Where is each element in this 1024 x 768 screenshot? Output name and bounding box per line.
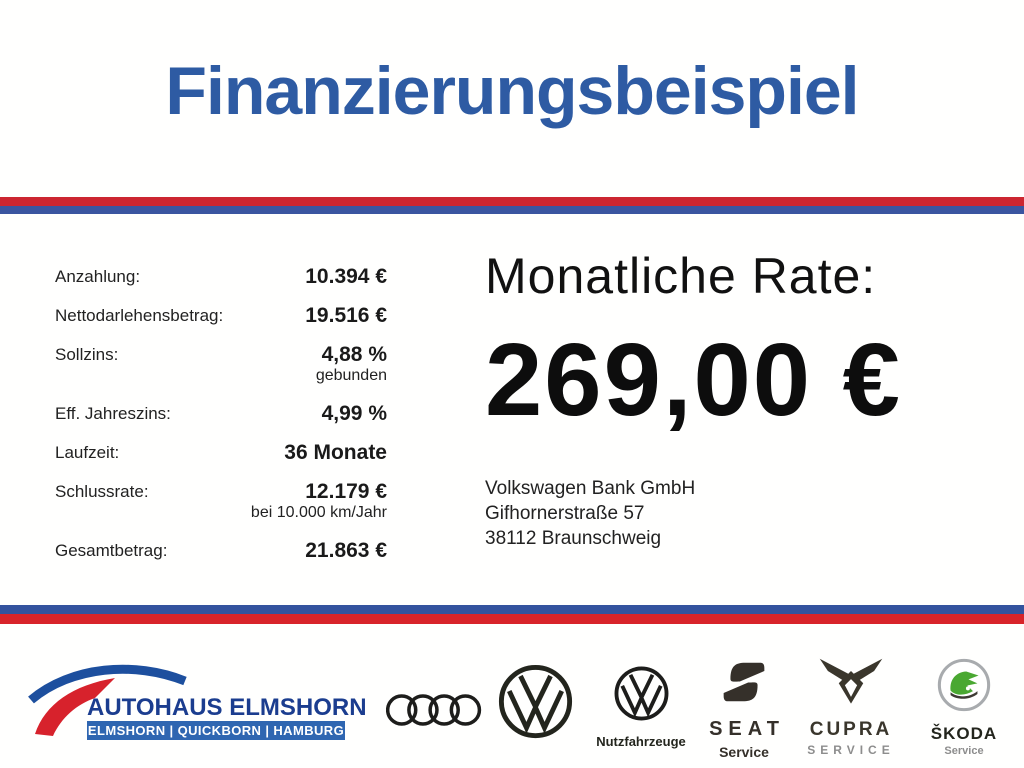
brand-skoda-label: ŠKODA	[930, 724, 998, 743]
dealer-logo: AUTOHAUS ELMSHORN ELMSHORN | QUICKBORN |…	[15, 650, 367, 758]
row-value: 21.863 €	[305, 539, 387, 562]
skoda-winged-arrow-icon	[937, 658, 991, 712]
row-label: Anzahlung:	[55, 267, 141, 286]
vw-roundel-icon	[614, 666, 668, 721]
brand-vw-nutzfahrzeuge-label: Nutzfahrzeuge	[596, 734, 686, 749]
bottom-divider-blue-stripe	[0, 605, 1024, 614]
brand-cupra-label: CUPRA	[809, 719, 893, 740]
vw-roundel-icon	[498, 664, 572, 739]
row-note: gebunden	[315, 367, 387, 384]
brand-cupra: CUPRA SERVICE	[798, 656, 904, 757]
row-value: 12.179 €	[305, 480, 387, 503]
brand-vw	[497, 664, 573, 744]
table-row-nettodarlehensbetrag: Nettodarlehensbetrag: 19.516 €	[55, 305, 387, 327]
table-row-anzahlung: Anzahlung: 10.394 €	[55, 266, 387, 288]
brand-seat: SEAT Service	[698, 658, 790, 760]
row-label: Gesamtbetrag:	[55, 541, 168, 560]
brand-audi	[385, 692, 482, 733]
row-label: Laufzeit:	[55, 443, 120, 462]
monthly-rate-heading: Monatliche Rate:	[485, 248, 877, 304]
monthly-rate-amount: 269,00 €	[485, 322, 902, 437]
row-value: 36 Monate	[284, 441, 387, 464]
row-value: 4,99 %	[321, 402, 387, 425]
brand-vw-nutzfahrzeuge: Nutzfahrzeuge	[588, 666, 694, 749]
table-row-sollzins: Sollzins: 4,88 % gebunden	[55, 344, 387, 386]
swoosh-icon	[28, 664, 187, 736]
brand-seat-label: SEAT	[709, 718, 785, 740]
row-note: bei 10.000 km/Jahr	[250, 504, 387, 521]
top-divider-blue-stripe	[0, 206, 1024, 214]
top-divider	[0, 197, 1024, 214]
page-title: Finanzierungsbeispiel	[165, 53, 859, 129]
monthly-rate-section: Monatliche Rate: 269,00 € Volkswagen Ban…	[485, 246, 1015, 551]
table-row-gesamtbetrag: Gesamtbetrag: 21.863 €	[55, 540, 387, 562]
bottom-divider-red-stripe	[0, 614, 1024, 624]
bank-address: Volkswagen Bank GmbH Gifhornerstraße 57 …	[485, 476, 1015, 551]
brand-skoda: ŠKODA Service	[926, 657, 1002, 757]
bank-name: Volkswagen Bank GmbH	[485, 478, 696, 500]
dealer-locations: ELMSHORN | QUICKBORN | HAMBURG	[87, 721, 345, 740]
cupra-trident-icon	[819, 658, 883, 704]
brand-cupra-service-label: SERVICE	[807, 743, 895, 757]
row-value: 19.516 €	[305, 304, 387, 327]
row-label: Nettodarlehensbetrag:	[55, 306, 224, 325]
bank-street: Gifhornerstraße 57	[485, 503, 645, 525]
audi-rings-icon	[385, 694, 482, 726]
table-row-laufzeit: Laufzeit: 36 Monate	[55, 442, 387, 464]
bottom-divider	[0, 605, 1024, 624]
financing-table: Anzahlung: 10.394 € Nettodarlehensbetrag…	[55, 266, 387, 579]
top-divider-red-stripe	[0, 197, 1024, 206]
brand-seat-service-label: Service	[719, 744, 769, 760]
seat-s-icon	[723, 662, 765, 702]
table-row-eff-jahreszins: Eff. Jahreszins: 4,99 %	[55, 403, 387, 425]
dealer-name: AUTOHAUS ELMSHORN	[87, 694, 367, 721]
row-label: Schlussrate:	[55, 482, 149, 501]
bank-city: 38112 Braunschweig	[485, 528, 662, 550]
brand-skoda-service-label: Service	[944, 745, 984, 757]
table-row-schlussrate: Schlussrate: 12.179 € bei 10.000 km/Jahr	[55, 481, 387, 523]
row-value: 10.394 €	[305, 265, 387, 288]
row-label: Eff. Jahreszins:	[55, 404, 171, 423]
row-value: 4,88 %	[321, 343, 387, 366]
row-label: Sollzins:	[55, 345, 119, 364]
